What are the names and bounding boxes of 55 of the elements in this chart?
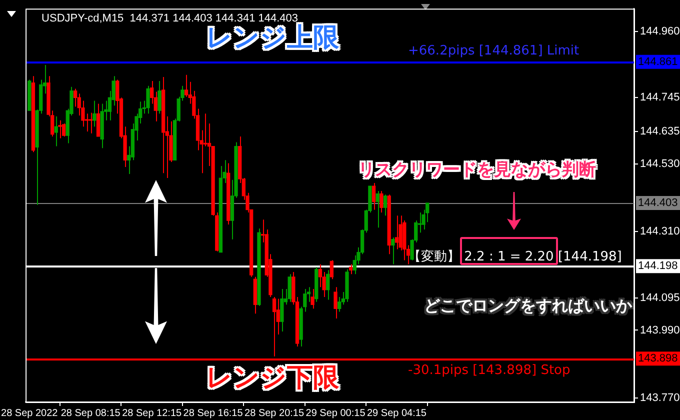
y-tick-label: 144.095 bbox=[640, 292, 680, 304]
candlestick bbox=[330, 260, 334, 280]
candlestick bbox=[62, 123, 66, 137]
candlestick bbox=[280, 288, 284, 332]
candlestick bbox=[73, 88, 78, 108]
annotation: レンジ上限 bbox=[206, 22, 339, 55]
candlestick bbox=[338, 296, 342, 312]
chart-title: USDJPY-cd,M15 144.371 144.403 144.341 144.403 bbox=[42, 12, 298, 25]
candlestick bbox=[92, 100, 96, 128]
candlestick bbox=[158, 80, 162, 114]
annotation: 144.403 bbox=[638, 197, 678, 210]
candlestick bbox=[54, 116, 58, 147]
candlestick bbox=[318, 264, 322, 288]
annotation: 144.861 bbox=[638, 56, 678, 68]
candlestick bbox=[376, 190, 380, 228]
y-tick-label: 144.960 bbox=[640, 25, 680, 38]
candlestick bbox=[348, 264, 353, 275]
ref-line-label: 【変動】 2.2 : 1 = 2.20 [144.198] bbox=[408, 248, 622, 265]
ref-line-label: +66.2pips [144.861] Limit bbox=[408, 43, 580, 58]
candlestick bbox=[380, 190, 384, 214]
y-tick-label: 143.990 bbox=[640, 324, 680, 336]
candlestick bbox=[96, 103, 100, 137]
annotation: リスクリワードを見ながら判断 bbox=[358, 159, 596, 181]
candlestick bbox=[398, 215, 402, 251]
x-tick-label: 28 Sep 2022 bbox=[1, 408, 58, 419]
y-tick-label: 144.310 bbox=[640, 226, 680, 238]
annotation: どこでロングをすればいいか bbox=[424, 296, 632, 317]
candlestick bbox=[394, 215, 399, 250]
candlestick bbox=[383, 194, 388, 216]
y-tick-label: 144.745 bbox=[640, 92, 680, 104]
x-tick-label: 28 Sep 20:15 bbox=[244, 408, 304, 419]
candlestick bbox=[391, 236, 395, 265]
y-tick-label: 144.635 bbox=[640, 126, 680, 138]
candlestick bbox=[303, 288, 307, 312]
candlestick bbox=[372, 182, 376, 210]
y-tick-label: 143.770 bbox=[640, 392, 680, 404]
candlestick bbox=[310, 288, 314, 310]
x-tick-label: 28 Sep 12:15 bbox=[122, 408, 182, 419]
annotation: レンジ下限 bbox=[206, 362, 339, 395]
x-tick-label: 29 Sep 00:15 bbox=[306, 408, 366, 419]
candlestick bbox=[326, 270, 330, 300]
candlestick bbox=[288, 274, 292, 302]
y-tick-label: 144.530 bbox=[640, 158, 680, 170]
candlestick bbox=[272, 296, 276, 357]
candlestick bbox=[58, 120, 62, 139]
candlestick bbox=[146, 85, 150, 114]
x-tick-label: 28 Sep 08:15 bbox=[60, 408, 121, 419]
x-tick-label: 29 Sep 04:15 bbox=[366, 408, 427, 419]
candlestick bbox=[334, 286, 338, 320]
candlestick bbox=[88, 112, 92, 134]
candlestick bbox=[184, 74, 188, 98]
annotation: 143.898 bbox=[638, 352, 678, 365]
x-tick-label: 28 Sep 16:15 bbox=[183, 408, 244, 419]
annotation: 144.198 bbox=[638, 260, 678, 272]
ref-line-label: -30.1pips [143.898] Stop bbox=[408, 362, 570, 378]
